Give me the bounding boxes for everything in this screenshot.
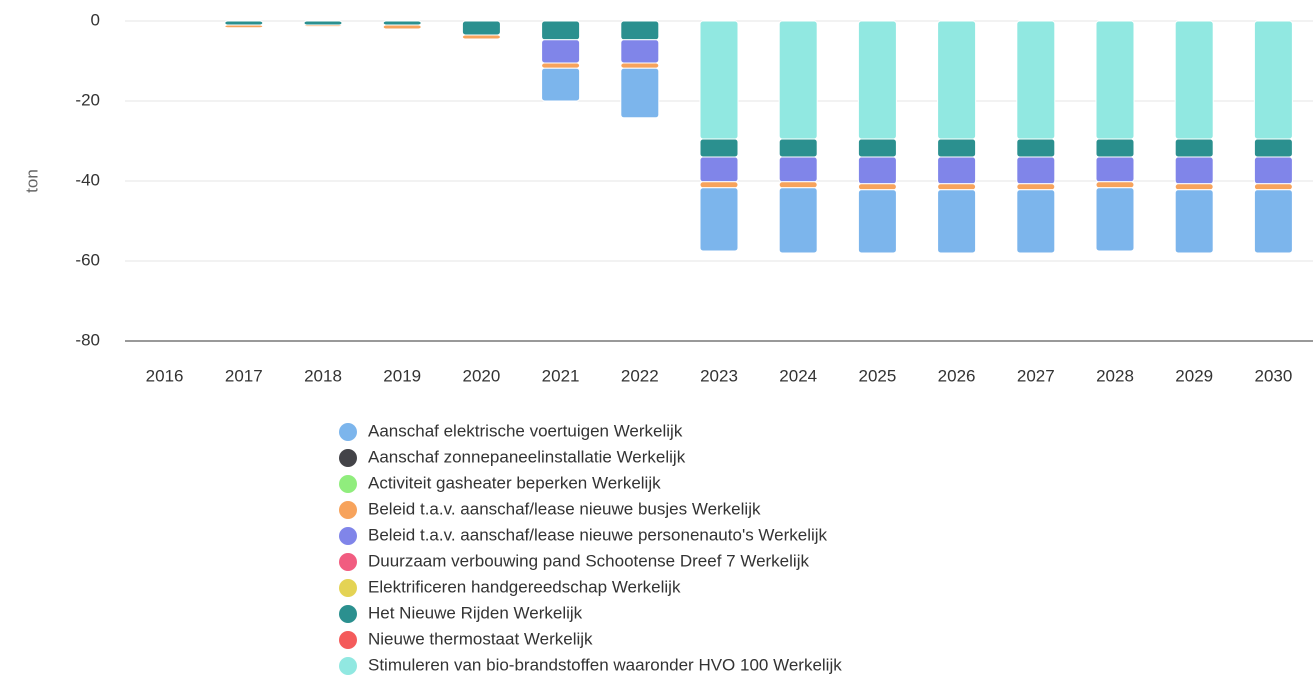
bar-segment	[461, 34, 501, 40]
legend-label: Activiteit gasheater beperken Werkelijk	[368, 473, 661, 492]
x-tick-label: 2023	[700, 366, 738, 385]
x-tick-label: 2027	[1017, 366, 1055, 385]
legend-marker	[339, 553, 357, 571]
legend-label: Elektrificeren handgereedschap Werkelijk	[368, 577, 681, 596]
x-tick-label: 2019	[383, 366, 421, 385]
x-tick-label: 2028	[1096, 366, 1134, 385]
bar-segment	[778, 187, 818, 254]
x-tick-label: 2018	[304, 366, 342, 385]
bar-segment	[1174, 138, 1214, 158]
legend-label: Beleid t.a.v. aanschaf/lease nieuwe busj…	[368, 499, 761, 518]
y-tick-label: -80	[75, 330, 100, 349]
bar-segment	[778, 20, 818, 140]
legend-marker	[339, 579, 357, 597]
bar-segment	[937, 189, 977, 254]
bar-segment	[857, 189, 897, 254]
bar-segment	[1095, 20, 1135, 140]
bar-segment	[1016, 189, 1056, 254]
bar-segment	[620, 20, 660, 41]
bar-segment	[778, 156, 818, 183]
legend-label: Het Nieuwe Rijden Werkelijk	[368, 603, 583, 622]
bar-segment	[857, 20, 897, 140]
bar-segment	[1253, 20, 1293, 140]
bar-segment	[699, 20, 739, 140]
legend-label: Duurzaam verbouwing pand Schootense Dree…	[368, 551, 809, 570]
x-tick-label: 2030	[1254, 366, 1292, 385]
legend-label: Nieuwe thermostaat Werkelijk	[368, 629, 593, 648]
x-tick-label: 2029	[1175, 366, 1213, 385]
legend-marker	[339, 423, 357, 441]
legend-label: Aanschaf zonnepaneelinstallatie Werkelij…	[368, 447, 686, 466]
bar-segment	[1016, 183, 1056, 191]
bar-segment	[541, 62, 581, 69]
bar-segment	[699, 156, 739, 183]
bar-segment	[620, 62, 660, 69]
legend-marker	[339, 449, 357, 467]
legend-label: Aanschaf elektrische voertuigen Werkelij…	[368, 421, 683, 440]
x-tick-label: 2025	[858, 366, 896, 385]
x-tick-label: 2024	[779, 366, 817, 385]
bar-segment	[778, 138, 818, 158]
bar-segment	[382, 24, 422, 30]
bar-segment	[778, 181, 818, 189]
legend-marker	[339, 605, 357, 623]
bar-segment	[1174, 183, 1214, 191]
x-tick-label: 2020	[462, 366, 500, 385]
bar-segment	[857, 138, 897, 158]
bar-segment	[620, 39, 660, 64]
x-tick-label: 2016	[146, 366, 184, 385]
bar-segment	[224, 20, 264, 26]
bar-segment	[303, 20, 343, 26]
y-axis-label: ton	[22, 169, 41, 193]
x-tick-label: 2021	[542, 366, 580, 385]
bar-segment	[1174, 156, 1214, 185]
bar-segment	[620, 67, 660, 119]
legend-marker	[339, 527, 357, 545]
bar-segment	[1095, 187, 1135, 252]
bar-segment	[541, 20, 581, 41]
x-tick-label: 2026	[938, 366, 976, 385]
bar-segment	[937, 138, 977, 158]
legend-marker	[339, 657, 357, 675]
bar-segment	[1016, 156, 1056, 185]
bar-segment	[461, 20, 501, 36]
y-tick-label: -60	[75, 250, 100, 269]
y-tick-label: -20	[75, 90, 100, 109]
bar-segment	[1095, 156, 1135, 183]
bar-segment	[1253, 189, 1293, 254]
bar-segment	[224, 24, 264, 29]
legend-label: Stimuleren van bio-brandstoffen waaronde…	[368, 655, 842, 674]
bar-segment	[541, 39, 581, 64]
bar-segment	[541, 67, 581, 102]
bar-segment	[303, 24, 343, 28]
bar-segment	[937, 156, 977, 185]
y-tick-label: 0	[91, 10, 100, 29]
bar-segment	[1253, 138, 1293, 158]
legend-marker	[339, 501, 357, 519]
bar-segment	[699, 187, 739, 252]
bar-segment	[699, 181, 739, 189]
bar-segment	[937, 20, 977, 140]
bar-segment	[1253, 156, 1293, 185]
bar-segment	[857, 183, 897, 191]
bar-segment	[1016, 138, 1056, 158]
y-tick-label: -40	[75, 170, 100, 189]
bar-segment	[937, 183, 977, 191]
bar-segment	[1095, 181, 1135, 189]
x-tick-label: 2022	[621, 366, 659, 385]
bar-segment	[1253, 183, 1293, 191]
legend-marker	[339, 631, 357, 649]
legend-marker	[339, 475, 357, 493]
x-tick-label: 2017	[225, 366, 263, 385]
bar-segment	[1174, 189, 1214, 254]
legend-label: Beleid t.a.v. aanschaf/lease nieuwe pers…	[368, 525, 828, 544]
bar-segment	[699, 138, 739, 158]
bar-segment	[382, 20, 422, 26]
bar-segment	[1174, 20, 1214, 140]
bar-segment	[1095, 138, 1135, 158]
bar-segment	[1016, 20, 1056, 140]
bar-segment	[857, 156, 897, 185]
